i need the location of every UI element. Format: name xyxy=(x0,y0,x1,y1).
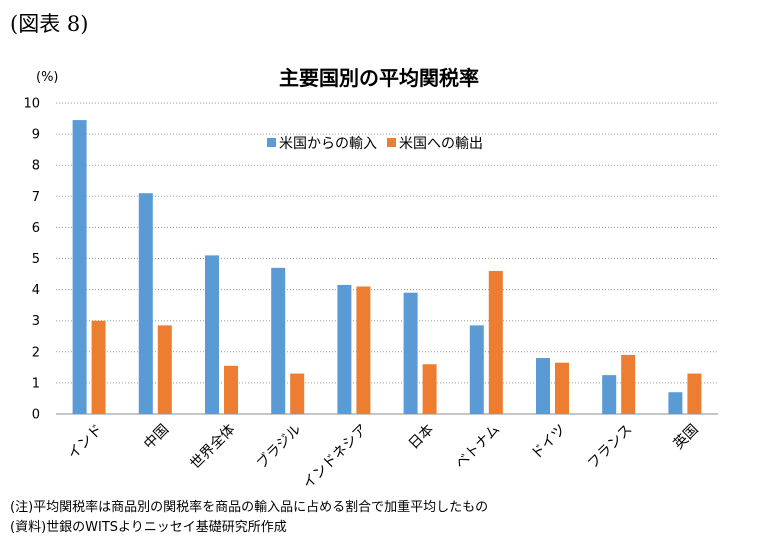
y-tick-label: 0 xyxy=(32,408,40,423)
y-tick-label: 6 xyxy=(32,221,40,236)
x-tick-label: 世界全体 xyxy=(187,421,239,473)
bar-import xyxy=(205,255,219,414)
y-tick-label: 2 xyxy=(32,345,40,360)
y-tick-label: 5 xyxy=(32,252,40,267)
bar-import xyxy=(602,375,617,414)
bar-export xyxy=(555,362,569,414)
y-tick-label: 9 xyxy=(32,128,40,143)
bar-import xyxy=(403,292,418,414)
y-tick-label: 1 xyxy=(32,376,40,391)
chart-title: 主要国別の平均関税率 xyxy=(279,66,479,90)
y-tick-label: 4 xyxy=(32,283,40,298)
x-tick-label: インドネシア xyxy=(300,422,371,493)
y-tick-label: 7 xyxy=(32,190,40,205)
y-tick-label: 10 xyxy=(23,97,40,112)
bar-export xyxy=(687,373,702,414)
bar-import xyxy=(469,325,484,414)
bar-export xyxy=(356,286,371,414)
bar-export xyxy=(621,354,636,414)
bar-export xyxy=(290,373,305,414)
bar-import xyxy=(668,392,683,414)
bar-import xyxy=(536,358,550,414)
x-tick-label: インド xyxy=(65,422,106,463)
x-tick-label: ベトナム xyxy=(453,422,504,473)
y-tick-label: 3 xyxy=(32,314,40,329)
x-tick-label: 中国 xyxy=(141,422,172,453)
x-tick-label: 日本 xyxy=(406,422,437,453)
bar-export xyxy=(422,364,437,414)
bar-export xyxy=(157,325,172,414)
x-tick-label: ドイツ xyxy=(528,422,569,463)
bar-export xyxy=(224,365,238,414)
bar-export xyxy=(91,320,106,414)
bar-import xyxy=(138,193,153,414)
legend-swatch xyxy=(387,138,396,147)
legend-swatch xyxy=(267,138,276,147)
legend-label: 米国からの輸入 xyxy=(279,136,377,152)
bar-import xyxy=(72,120,87,414)
footnote: (注)平均関税率は商品別の関税率を商品の輸入品に占める割合で加重平均したもの xyxy=(10,500,489,515)
x-tick-label: フランス xyxy=(585,422,636,473)
y-tick-label: 8 xyxy=(32,159,40,174)
bar-import xyxy=(271,267,286,414)
legend-label: 米国への輸出 xyxy=(399,136,483,152)
x-tick-label: 英国 xyxy=(670,421,702,453)
source-note: (資料)世銀のWITSよりニッセイ基礎研究所作成 xyxy=(10,520,287,535)
y-axis-unit: (%) xyxy=(36,70,59,85)
bar-import xyxy=(337,284,352,414)
figure-label: (図表 8) xyxy=(10,12,89,36)
bar-export xyxy=(488,270,503,414)
x-tick-label: ブラジル xyxy=(253,421,304,472)
